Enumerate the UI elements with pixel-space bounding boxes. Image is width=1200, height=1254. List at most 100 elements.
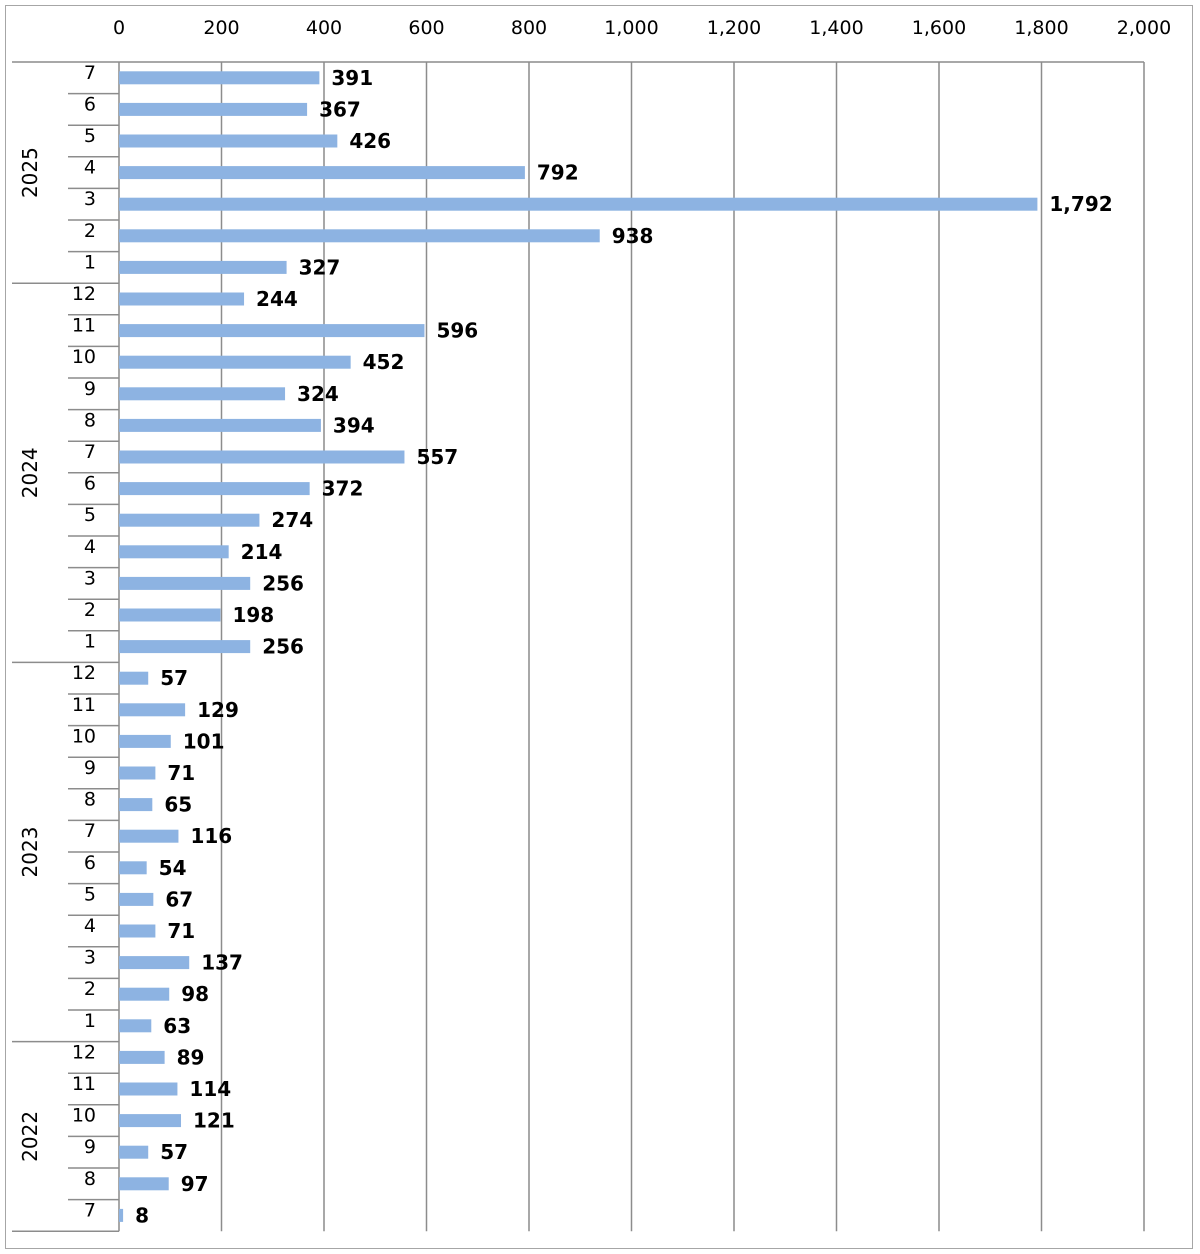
data-label: 129: [197, 698, 239, 722]
month-label: 3: [84, 188, 96, 210]
bar: [119, 703, 186, 717]
month-label: 6: [84, 852, 96, 874]
data-label: 121: [193, 1109, 235, 1133]
bar: [119, 1177, 169, 1191]
axes: 0 200 400 600 800 1,000 1,200 1,400 1,600 1,800 2,…: [12, 17, 1171, 1232]
data-label: 244: [256, 287, 298, 311]
month-label: 11: [72, 1073, 96, 1095]
data-label: 324: [297, 382, 339, 406]
bar: [119, 1082, 178, 1096]
bar: [119, 798, 153, 812]
month-label: 1: [84, 631, 96, 653]
bar: [119, 387, 286, 401]
month-label: 10: [72, 1105, 96, 1127]
data-label: 98: [181, 982, 209, 1006]
year-label: 2025: [18, 147, 42, 198]
bar: [119, 418, 321, 432]
data-label: 452: [363, 350, 405, 374]
bar: [119, 513, 260, 527]
bar: [119, 766, 156, 780]
bar: [119, 102, 308, 116]
gridlines: [220, 62, 1145, 1232]
data-label: 256: [262, 635, 304, 659]
bar: [119, 1019, 152, 1033]
month-label: 5: [84, 504, 96, 526]
bar: [119, 829, 179, 843]
month-label: 9: [84, 378, 96, 400]
month-label: 11: [72, 315, 96, 337]
month-label: 10: [72, 725, 96, 747]
bar: [119, 608, 221, 622]
bar: [119, 956, 190, 970]
bar: [119, 1208, 124, 1222]
month-label: 4: [84, 157, 96, 179]
data-label: 65: [164, 793, 192, 817]
data-label: 274: [271, 508, 313, 532]
data-label: 57: [160, 666, 188, 690]
month-label: 5: [84, 883, 96, 905]
bar: [119, 71, 320, 85]
bar: [119, 924, 156, 938]
data-label: 394: [333, 413, 375, 437]
bar: [119, 166, 525, 180]
bar: [119, 545, 229, 559]
month-label: 3: [84, 567, 96, 589]
x-tick-label: 1,600: [912, 17, 966, 39]
x-tick-label: 1,200: [707, 17, 761, 39]
x-tick-label: 800: [511, 17, 547, 39]
x-tick-label: 200: [203, 17, 239, 39]
data-label: 372: [322, 477, 364, 501]
month-label: 8: [84, 1168, 96, 1190]
bars: [119, 71, 1038, 1222]
year-label: 2024: [18, 447, 42, 498]
month-label: 6: [84, 473, 96, 495]
x-tick-label: 1,800: [1014, 17, 1068, 39]
bar: [119, 640, 251, 654]
bar: [119, 197, 1038, 211]
month-label: 9: [84, 757, 96, 779]
month-label: 12: [72, 662, 96, 684]
bar: [119, 671, 149, 685]
bar: [119, 324, 425, 338]
data-label: 63: [163, 1014, 191, 1038]
x-tick-label: 600: [408, 17, 444, 39]
data-label: 391: [331, 66, 373, 90]
bar: [119, 734, 171, 748]
year-label: 2023: [18, 827, 42, 878]
data-label: 327: [299, 255, 341, 279]
month-label: 1: [84, 251, 96, 273]
bar: [119, 292, 245, 306]
x-tick-label: 1,400: [809, 17, 863, 39]
month-label: 12: [72, 283, 96, 305]
month-label: 4: [84, 915, 96, 937]
data-label: 198: [232, 603, 274, 627]
bar: [119, 355, 351, 369]
month-label: 9: [84, 1136, 96, 1158]
bar: [119, 229, 600, 243]
month-label: 2: [84, 220, 96, 242]
data-label: 89: [177, 1045, 205, 1069]
month-label: 11: [72, 694, 96, 716]
bar: [119, 1114, 182, 1128]
bar: [119, 450, 405, 464]
data-label: 71: [167, 919, 195, 943]
bar: [119, 134, 338, 148]
month-label: 10: [72, 346, 96, 368]
x-tick-label: 0: [113, 17, 125, 39]
bar: [119, 892, 154, 906]
month-label: 7: [84, 1199, 96, 1221]
data-label: 54: [159, 856, 187, 880]
month-label: 2: [84, 599, 96, 621]
data-label: 557: [416, 445, 458, 469]
month-label: 4: [84, 536, 96, 558]
month-label: 3: [84, 947, 96, 969]
data-label: 97: [181, 1172, 209, 1196]
x-tick-label: 400: [306, 17, 342, 39]
bar: [119, 260, 287, 274]
x-tick-label: 2,000: [1117, 17, 1171, 39]
x-tick-label: 1,000: [604, 17, 658, 39]
bar: [119, 1050, 165, 1064]
data-label: 137: [201, 951, 243, 975]
data-label: 214: [241, 540, 283, 564]
